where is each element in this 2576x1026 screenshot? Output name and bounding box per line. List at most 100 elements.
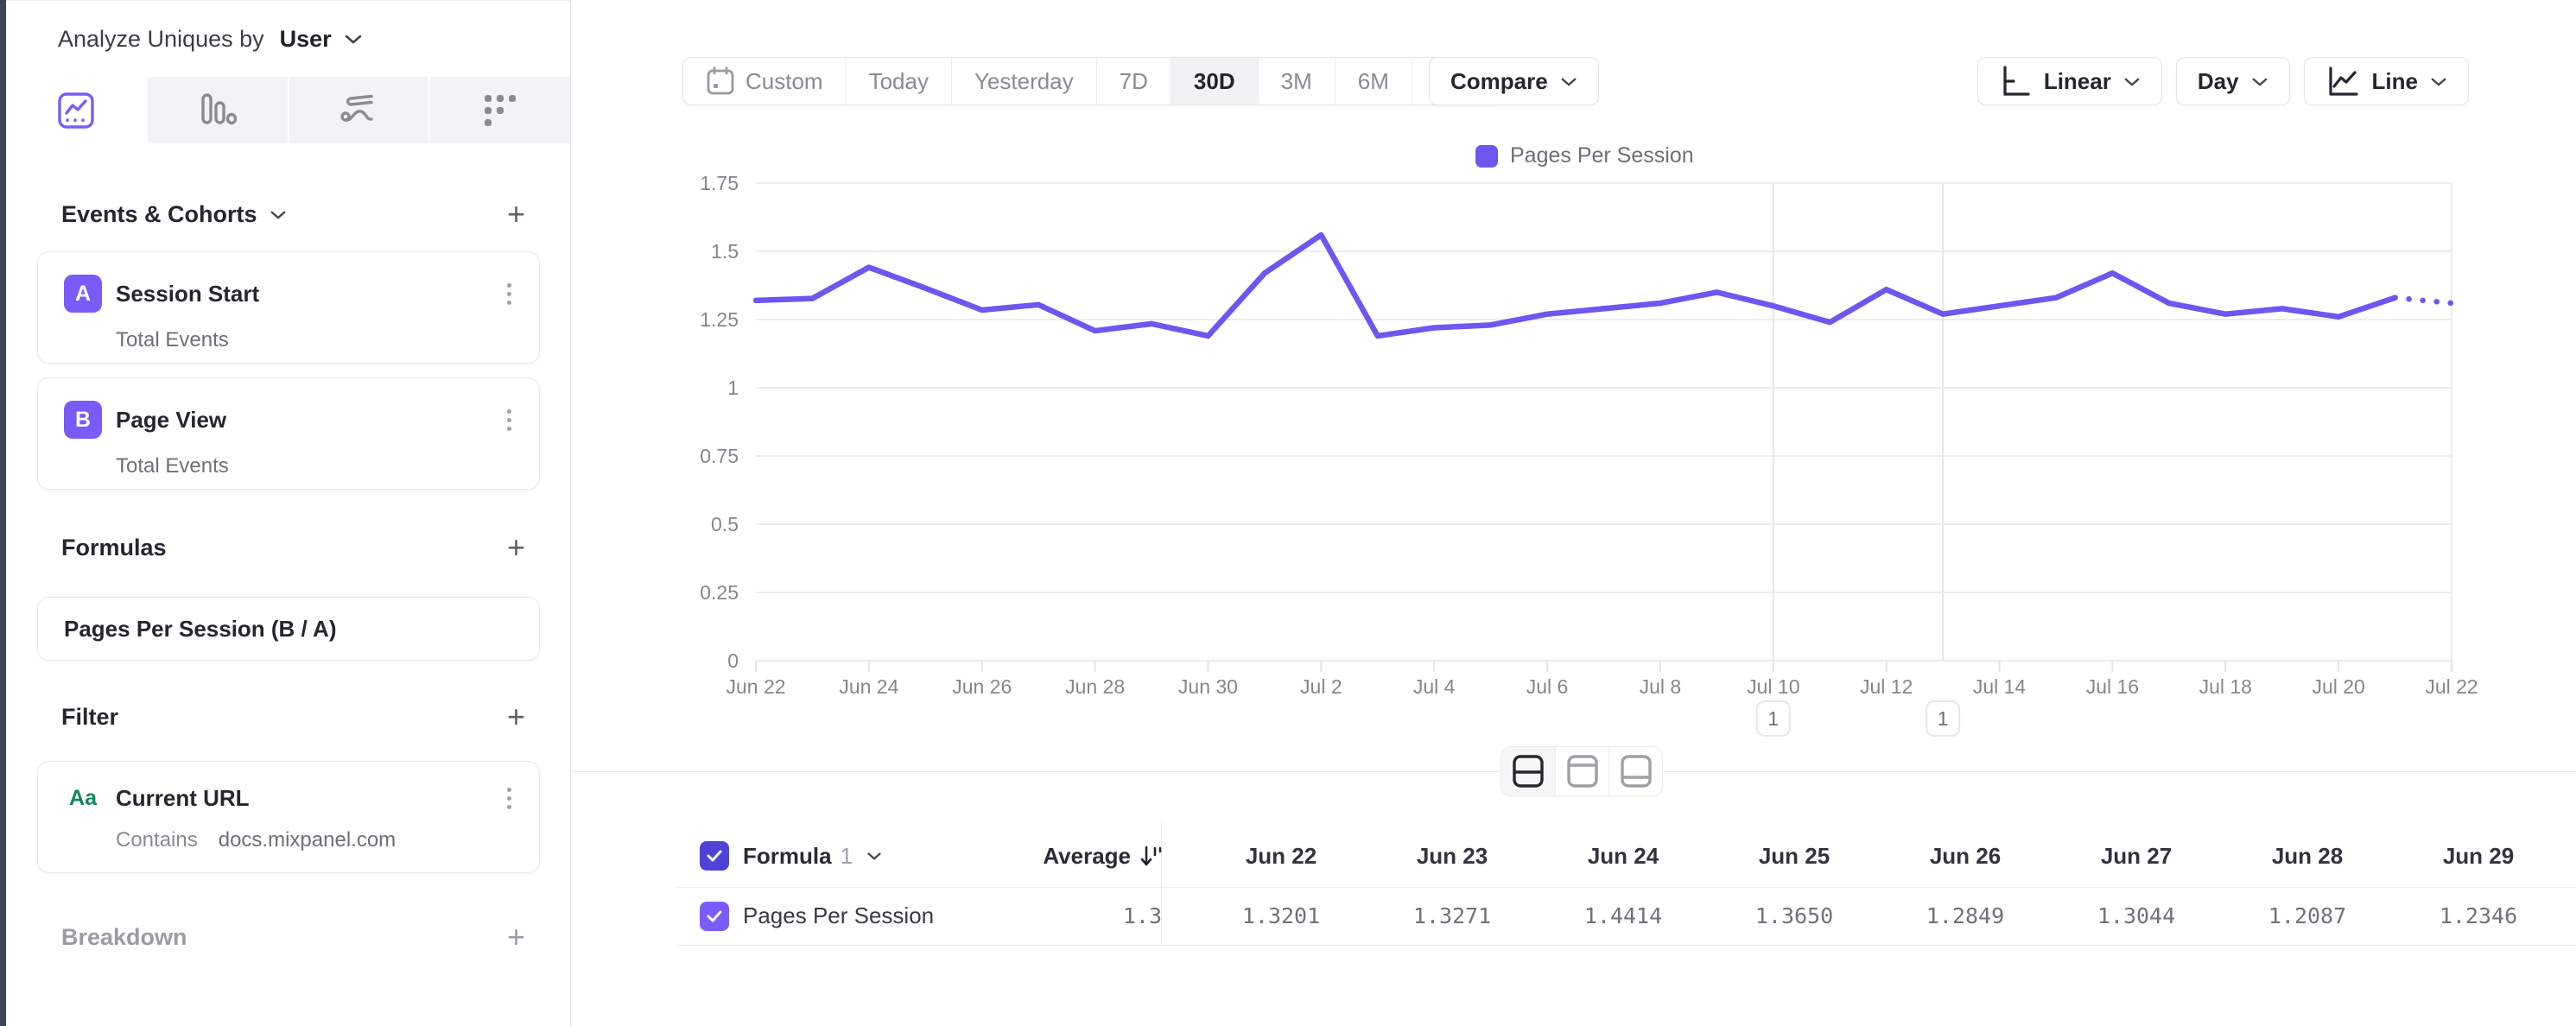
tab-funnels[interactable] <box>145 77 288 143</box>
select-all-checkbox[interactable] <box>700 841 729 871</box>
sort-descending-icon <box>1139 843 1162 869</box>
kebab-menu-icon[interactable] <box>504 784 515 813</box>
add-formula-button[interactable]: + <box>506 529 525 565</box>
chevron-down-icon <box>344 34 363 44</box>
series-line-pages-per-session[interactable] <box>752 231 2398 339</box>
table-column-header[interactable]: Jun 29 <box>2442 842 2515 869</box>
scale-button[interactable]: Linear <box>1976 57 2162 105</box>
chart-type-button[interactable]: Line <box>2303 57 2469 105</box>
funnels-bars-icon <box>198 91 238 130</box>
event-letter-badge: B <box>64 401 102 439</box>
range-button-custom[interactable]: Custom <box>683 58 846 104</box>
table-column-header[interactable]: Jun 28 <box>2271 842 2344 869</box>
chevron-down-icon <box>2123 77 2141 86</box>
range-button-30d[interactable]: 30D <box>1170 58 1258 104</box>
x-axis-tick-label: Jul 22 <box>2425 675 2478 698</box>
retention-grid-icon <box>480 91 520 130</box>
filter-value[interactable]: docs.mixpanel.com <box>218 828 397 852</box>
layout-table-only-button[interactable] <box>1608 747 1662 795</box>
compare-label: Compare <box>1450 67 1548 94</box>
add-event-button[interactable]: + <box>506 196 525 231</box>
table-cell-value: 1.3201 <box>1241 903 1321 928</box>
range-label: 30D <box>1193 67 1235 94</box>
annotation-badge[interactable] <box>1755 700 1791 737</box>
tab-flows[interactable] <box>287 77 429 143</box>
series-checkbox[interactable] <box>700 901 729 931</box>
event-card-page-view[interactable]: B Page View Total Events <box>37 377 540 490</box>
x-axis-tick-label: Jul 8 <box>1640 675 1682 698</box>
layout-chart-only-button[interactable] <box>1555 747 1608 795</box>
table-column-header[interactable]: Jun 24 <box>1587 842 1659 869</box>
filter-card-current-url[interactable]: Aa Current URL Contains docs.mixpanel.co… <box>37 761 540 873</box>
kebab-menu-icon[interactable] <box>504 406 515 434</box>
filter-section-title: Filter <box>61 703 119 730</box>
calendar-icon <box>706 66 735 97</box>
add-breakdown-button[interactable]: + <box>506 919 525 954</box>
table-group-number: 1 <box>840 842 853 869</box>
y-axis-tick-label: 1.5 <box>711 240 739 263</box>
x-axis-tick-label: Jul 20 <box>2312 675 2364 698</box>
chart-legend[interactable]: Pages Per Session <box>1475 143 1694 168</box>
line-chart[interactable]: 0 0.25 0.5 0.75 1 1.25 1.5 1.75 1 1 Jun 22 Jun 24 Ju… <box>657 130 2505 751</box>
formula-card[interactable]: Pages Per Session (B / A) <box>37 597 540 661</box>
formula-title[interactable]: Pages Per Session (B / A) <box>64 615 337 642</box>
table-column-header[interactable]: Jun 26 <box>1929 842 2002 869</box>
interval-label: Day <box>2197 67 2239 94</box>
x-axis-tick-label: Jul 10 <box>1747 675 1799 698</box>
layout-toggle-group <box>1501 746 1663 796</box>
average-value: 1.3 <box>1122 903 1162 928</box>
range-button-7d[interactable]: 7D <box>1095 58 1171 104</box>
event-title[interactable]: Session Start <box>116 280 260 307</box>
interval-button[interactable]: Day <box>2175 57 2290 105</box>
event-card-session-start[interactable]: A Session Start Total Events <box>37 251 540 364</box>
event-title[interactable]: Page View <box>116 406 227 433</box>
x-axis-tick-label: Jul 6 <box>1526 675 1569 698</box>
insights-line-chart-icon <box>56 91 96 130</box>
table-row-divider <box>677 945 2576 946</box>
analyze-entity-dropdown[interactable]: User <box>279 25 332 52</box>
chevron-down-icon <box>1560 77 1577 86</box>
event-measurement[interactable]: Total Events <box>116 454 229 478</box>
annotation-badge-count: 1 <box>1938 707 1949 730</box>
table-column-header[interactable]: Jun 22 <box>1245 842 1317 869</box>
add-filter-button[interactable]: + <box>506 699 525 734</box>
analyze-label: Analyze Uniques by <box>58 25 264 52</box>
average-label: Average <box>1043 842 1131 869</box>
breakdown-section-header: Breakdown + <box>6 915 570 959</box>
chevron-down-icon <box>2430 77 2447 86</box>
range-button-6m[interactable]: 6M <box>1334 58 1412 104</box>
chevron-down-icon[interactable] <box>866 852 882 860</box>
table-header-row: Formula 1 Average Jun 22 Jun 23 Jun 24 Jun … <box>677 825 2576 887</box>
table-column-header[interactable]: Jun 27 <box>2100 842 2173 869</box>
flows-sankey-icon <box>339 91 378 130</box>
x-axis-tick-label: Jun 30 <box>1178 675 1238 698</box>
tab-retention[interactable] <box>428 77 570 143</box>
table-data-row[interactable]: Pages Per Session 1.3 1.3201 1.3271 1.4414… <box>677 888 2576 944</box>
filter-section-header: Filter + <box>6 695 570 738</box>
compare-button[interactable]: Compare <box>1429 57 1599 105</box>
x-axis-tick-label: Jun 22 <box>726 675 785 698</box>
table-cell-value: 1.2346 <box>2439 903 2518 928</box>
average-column-header[interactable]: Average <box>1043 843 1162 870</box>
table-column-header[interactable]: Jun 25 <box>1758 842 1830 869</box>
table-group-label[interactable]: Formula <box>743 842 832 869</box>
event-measurement[interactable]: Total Events <box>116 328 229 352</box>
range-label: 3M <box>1280 67 1312 94</box>
events-section-header: Events & Cohorts + <box>6 193 570 236</box>
table-column-divider <box>1161 820 1162 946</box>
layout-split-button[interactable] <box>1501 747 1555 795</box>
filter-property-title[interactable]: Current URL <box>116 785 250 811</box>
range-label: Custom <box>746 67 823 94</box>
range-button-3m[interactable]: 3M <box>1257 58 1335 104</box>
table-column-header[interactable]: Jun 23 <box>1416 842 1488 869</box>
breakdown-section-title: Breakdown <box>61 923 187 950</box>
filter-operator[interactable]: Contains <box>116 828 198 852</box>
kebab-menu-icon[interactable] <box>504 280 515 308</box>
tab-insights[interactable] <box>6 77 146 143</box>
range-button-yesterday[interactable]: Yesterday <box>950 58 1096 104</box>
annotation-badge[interactable] <box>1926 700 1961 737</box>
range-button-today[interactable]: Today <box>845 58 951 104</box>
x-axis-tick-label: Jul 18 <box>2199 675 2252 698</box>
chevron-down-icon[interactable] <box>270 210 287 219</box>
table-row-divider <box>677 887 2576 888</box>
